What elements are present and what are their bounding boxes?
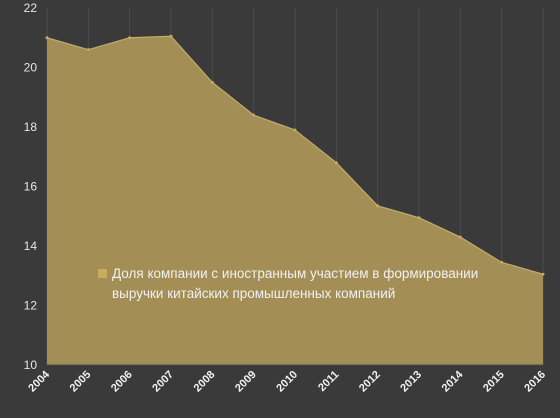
x-tick-label: 2012 (357, 369, 383, 395)
data-point-2004 (45, 36, 49, 40)
y-tick-label: 22 (24, 1, 38, 15)
y-tick-label: 12 (24, 299, 38, 313)
y-tick-label: 18 (24, 120, 38, 134)
data-points (45, 34, 545, 276)
x-tick-label: 2009 (233, 369, 259, 395)
legend-label-line-1: Доля компании с иностранным участием в ф… (112, 266, 478, 281)
x-tick-label: 2007 (150, 369, 176, 395)
data-point-2014 (458, 235, 462, 239)
y-tick-label: 16 (24, 180, 38, 194)
x-axis-ticks: 2004 2005 2006 2007 2008 2009 2010 2011 2012 2013… (26, 368, 548, 394)
data-point-2016 (541, 272, 545, 276)
x-tick-label: 2014 (440, 368, 466, 394)
data-point-2012 (376, 204, 380, 208)
data-point-2007 (169, 34, 173, 38)
y-tick-label: 14 (24, 239, 38, 253)
x-tick-label: 2005 (68, 369, 94, 395)
x-tick-label: 2016 (522, 369, 548, 395)
data-point-2011 (334, 161, 338, 165)
y-axis-ticks: 10 12 14 16 18 20 22 (24, 1, 38, 372)
x-tick-label: 2015 (481, 369, 507, 395)
x-tick-label: 2006 (109, 369, 135, 395)
area-series-fill (47, 36, 543, 365)
data-point-2005 (86, 48, 90, 52)
x-tick-label: 2011 (316, 369, 341, 394)
data-point-2015 (500, 260, 504, 264)
legend: Доля компании с иностранным участием в ф… (98, 266, 478, 301)
legend-label-line-2: выручки китайских промышленных компаний (112, 286, 395, 301)
data-point-2013 (417, 216, 421, 220)
legend-swatch (98, 269, 107, 278)
y-tick-label: 10 (24, 358, 38, 372)
x-tick-label: 2008 (192, 369, 218, 395)
data-point-2008 (210, 80, 214, 84)
data-point-2009 (252, 113, 256, 117)
data-point-2010 (293, 128, 297, 132)
y-tick-label: 20 (24, 61, 38, 75)
data-point-2006 (128, 36, 132, 40)
x-tick-label: 2013 (398, 369, 424, 395)
x-tick-label: 2010 (274, 369, 300, 395)
